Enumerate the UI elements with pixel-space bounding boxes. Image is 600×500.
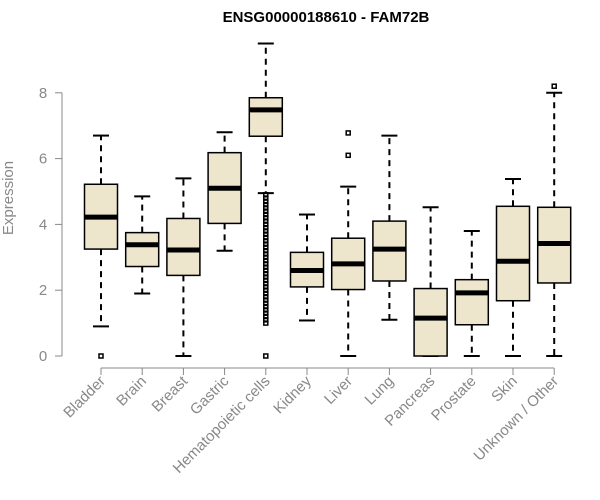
outlier-point xyxy=(98,353,104,359)
box-body xyxy=(166,217,201,277)
x-tick-label: Prostate xyxy=(428,373,480,425)
box-9 xyxy=(454,229,490,357)
outlier-point xyxy=(345,130,351,136)
x-tick-label: Bladder xyxy=(60,373,109,422)
box-7 xyxy=(372,134,407,321)
x-tick-label: Skin xyxy=(488,373,521,406)
box-4 xyxy=(248,42,284,359)
x-tick-label: Lung xyxy=(362,373,398,409)
boxes-group xyxy=(83,42,572,359)
y-axis-label: Expression xyxy=(0,161,17,235)
x-tick-label: Kidney xyxy=(270,372,315,417)
x-tick-label: Liver xyxy=(321,373,356,408)
y-tick-label: 4 xyxy=(39,216,47,233)
box-5 xyxy=(289,213,325,322)
outlier-point xyxy=(345,152,351,159)
box-8 xyxy=(413,206,448,357)
box-11 xyxy=(536,83,572,357)
box-body xyxy=(124,231,160,268)
y-axis: 0 2 4 6 8 xyxy=(39,85,63,365)
box-1 xyxy=(124,195,160,295)
y-tick-label: 2 xyxy=(39,282,47,299)
y-tick-label: 8 xyxy=(39,85,47,102)
outlier-point xyxy=(263,353,269,359)
box-0 xyxy=(83,134,119,359)
y-tick-label: 6 xyxy=(39,151,47,168)
x-tick-label: Brain xyxy=(113,373,150,410)
outlier-point xyxy=(263,192,269,198)
box-10 xyxy=(495,177,531,357)
box-6 xyxy=(330,130,366,357)
outlier-point xyxy=(551,83,557,89)
box-body xyxy=(413,287,448,357)
chart-title: ENSG00000188610 - FAM72B xyxy=(223,9,430,26)
y-tick-label: 0 xyxy=(39,348,47,365)
box-3 xyxy=(207,131,242,252)
box-body xyxy=(495,205,531,302)
box-2 xyxy=(166,177,201,357)
box-body xyxy=(454,278,490,326)
x-tick-label: Breast xyxy=(149,372,192,415)
box-body xyxy=(248,96,284,137)
